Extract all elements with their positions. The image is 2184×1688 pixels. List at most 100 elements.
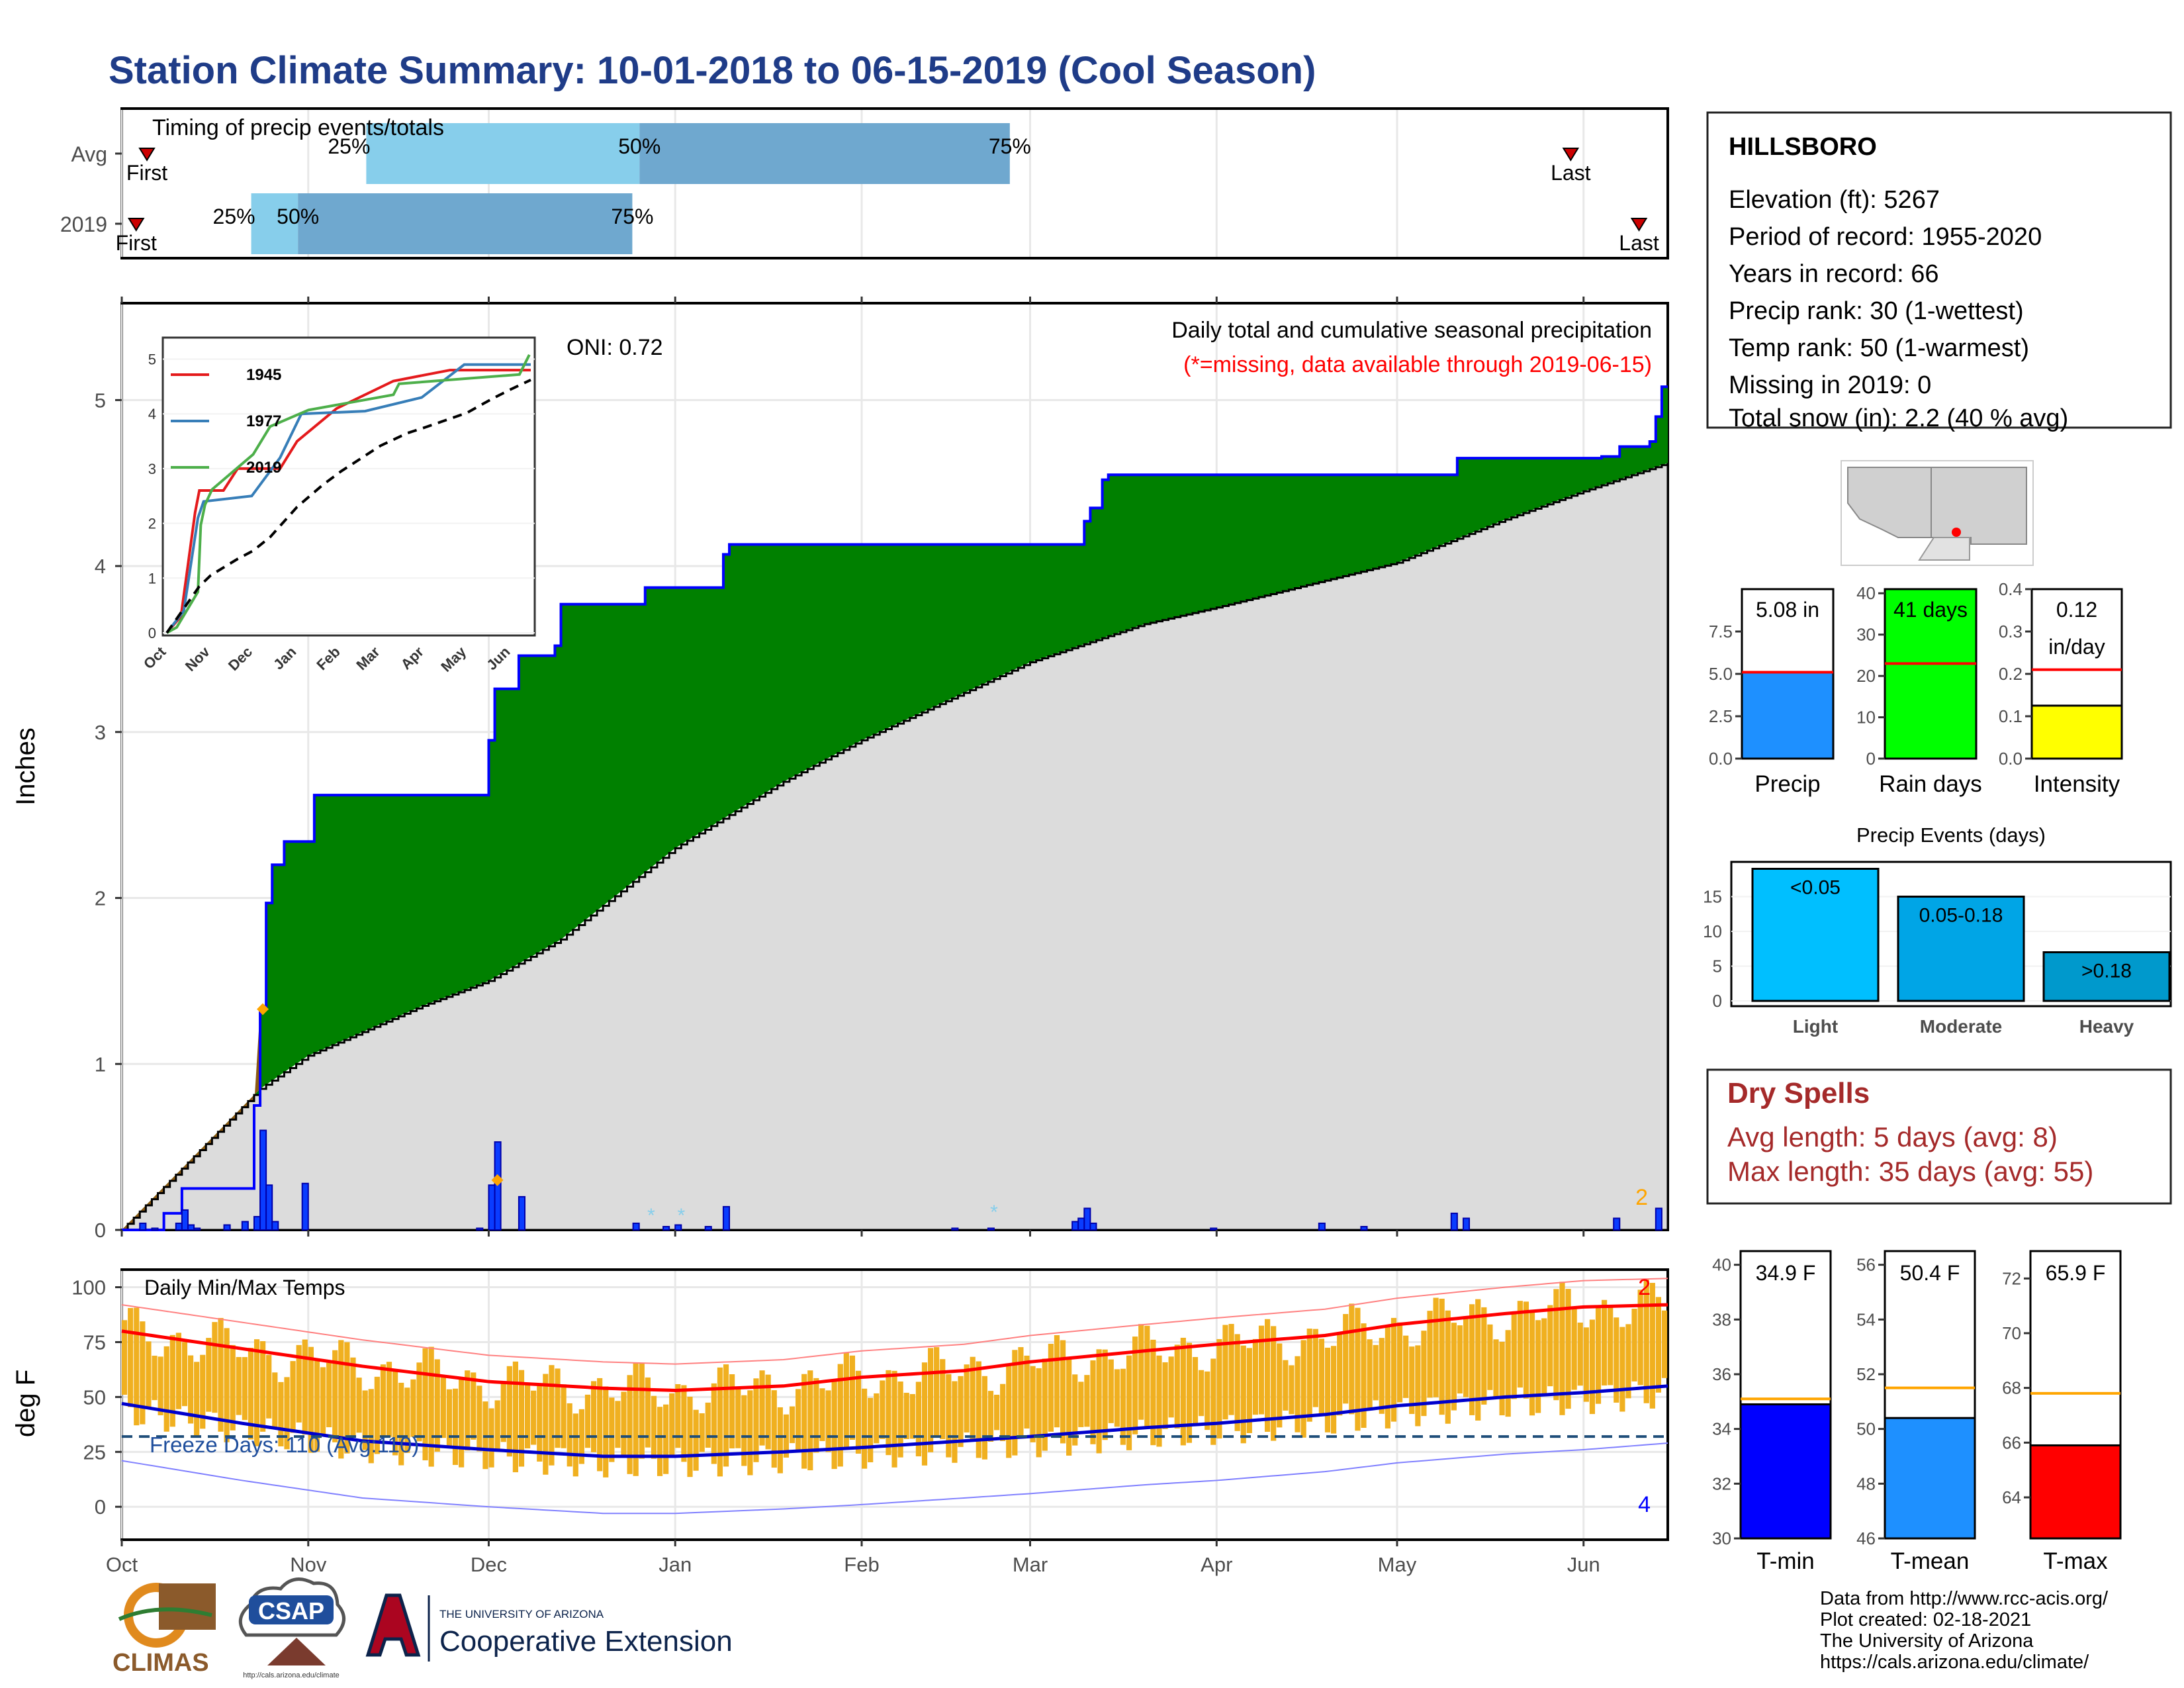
daily-temp-range-bar <box>194 1362 200 1438</box>
temp-panel: 0 25 50 75 100 Daily Min/Max Temps Freeze Da… <box>11 1268 1669 1546</box>
temperature-bar-charts: 30 32 34 36 38 40 34.9 F T-min 46 48 50 52 54 56 50.4 … <box>1712 1250 2122 1574</box>
csap-logo-text: CSAP <box>258 1597 324 1624</box>
daily-temp-range-bar <box>224 1328 230 1442</box>
events-bar-range: <0.05 <box>1790 877 1841 899</box>
tbar-value <box>2029 1444 2122 1540</box>
daily-precip-bar <box>951 1227 959 1231</box>
station-line-elevation: Elevation (ft): 5267 <box>1729 186 1940 214</box>
daily-temp-range-bar <box>428 1346 434 1467</box>
daily-temp-range-bar <box>362 1390 368 1450</box>
daily-temp-range-bar <box>735 1388 741 1448</box>
tbar-ytick-label: 40 <box>1712 1255 1731 1275</box>
daily-temp-range-bar <box>471 1372 477 1440</box>
daily-precip-bar <box>722 1205 731 1231</box>
tbar-ytick-label: 54 <box>1856 1309 1876 1329</box>
daily-temp-range-bar <box>831 1380 837 1470</box>
daily-temp-range-bar <box>187 1355 194 1424</box>
daily-temp-range-bar <box>1415 1345 1421 1427</box>
daily-temp-range-bar <box>350 1357 356 1436</box>
daily-precip-bar <box>1089 1222 1097 1231</box>
daily-temp-range-bar <box>1439 1298 1445 1415</box>
daily-temp-range-bar <box>1036 1368 1042 1458</box>
daily-temp-range-bar <box>970 1356 976 1440</box>
daily-temp-range-bar <box>567 1403 572 1467</box>
mini-ytick-label: 20 <box>1856 666 1876 686</box>
precip-events-chart: Precip Events (days) 0 5 10 15 <0.05 Light 0.0… <box>1703 823 2172 1037</box>
daily-temp-range-bar <box>404 1387 410 1453</box>
daily-precip-bar <box>1318 1222 1326 1231</box>
tbar-label: T-mean <box>1891 1548 1970 1574</box>
daily-temp-range-bar <box>1048 1344 1054 1432</box>
timing-bar-50-75 <box>639 123 1010 184</box>
daily-temp-range-bar <box>1174 1344 1180 1429</box>
daily-temp-range-bar <box>446 1389 453 1446</box>
daily-temp-range-bar <box>320 1367 326 1434</box>
daily-temp-range-bar <box>1283 1360 1289 1411</box>
daily-temp-range-bar <box>1367 1339 1373 1409</box>
daily-temp-range-bar <box>909 1393 915 1439</box>
daily-temp-range-bar <box>946 1374 952 1458</box>
mini-value-label: 41 days <box>1893 598 1968 622</box>
daily-temp-range-bar <box>1390 1317 1397 1422</box>
daily-temp-range-bar <box>801 1374 807 1469</box>
daily-temp-range-bar <box>584 1394 591 1448</box>
daily-precip-bar <box>476 1227 484 1231</box>
daily-temp-range-bar <box>416 1362 422 1442</box>
daily-temp-range-bar <box>1469 1304 1475 1415</box>
month-label: May <box>1378 1553 1417 1576</box>
daily-temp-range-bar <box>855 1370 862 1454</box>
inset-legend-label: 2019 <box>246 459 281 477</box>
daily-temp-range-bar <box>657 1407 663 1476</box>
daily-precip-bar <box>1450 1212 1458 1231</box>
daily-temp-range-bar <box>1511 1312 1517 1399</box>
temp-ytick-label: 75 <box>83 1331 106 1354</box>
daily-temp-range-bar <box>1228 1323 1234 1415</box>
freeze-days-label: Freeze Days: 110 (Avg:110) <box>150 1432 419 1457</box>
station-name: HILLSBORO <box>1729 133 1877 161</box>
station-location-dot <box>1952 528 1961 537</box>
daily-temp-range-bar <box>278 1382 284 1446</box>
temp-top-count: 2 <box>1638 1275 1651 1300</box>
daily-temp-range-bar <box>1481 1307 1487 1405</box>
daily-temp-range-bar <box>789 1406 796 1444</box>
daily-temp-range-bar <box>1234 1334 1240 1431</box>
daily-temp-range-bar <box>338 1340 344 1459</box>
daily-temp-range-bar <box>1517 1301 1523 1388</box>
daily-temp-range-bar <box>807 1370 813 1471</box>
events-bar-label: Light <box>1793 1016 1838 1037</box>
tbar-ytick-label: 72 <box>2002 1268 2021 1288</box>
timing-marker-label: First <box>116 231 157 255</box>
daily-temp-range-bar <box>128 1307 134 1407</box>
daily-temp-range-bar <box>524 1383 531 1449</box>
daily-temp-range-bar <box>891 1370 897 1468</box>
page-title: Station Climate Summary: 10-01-2018 to 0… <box>109 49 1316 92</box>
snow-marker: * <box>677 1205 685 1227</box>
daily-temp-range-bar <box>717 1367 723 1477</box>
mini-value-label: in/day <box>2048 635 2105 659</box>
daily-temp-range-bar <box>1608 1305 1614 1385</box>
daily-temp-range-bar <box>771 1390 777 1468</box>
temp-ytick-label: 50 <box>83 1385 106 1409</box>
timing-caption: Timing of precip events/totals <box>152 115 444 140</box>
precip-caption: Daily total and cumulative seasonal prec… <box>1171 318 1652 343</box>
daily-precip-bar <box>151 1227 159 1231</box>
daily-temp-range-bar <box>1042 1358 1048 1451</box>
events-bar-label: Moderate <box>1920 1016 2002 1037</box>
record-marker <box>491 1174 504 1186</box>
daily-temp-range-bar <box>1523 1301 1529 1399</box>
daily-temp-range-bar <box>1300 1340 1306 1438</box>
dry-spells-max: Max length: 35 days (avg: 55) <box>1727 1156 2093 1187</box>
daily-temp-range-bar <box>212 1322 218 1413</box>
daily-temp-range-bar <box>843 1352 849 1448</box>
temp-ytick-label: 100 <box>71 1276 106 1299</box>
precip-ytick-label: 2 <box>95 887 106 910</box>
daily-temp-range-bar <box>651 1395 657 1459</box>
record-max-line <box>121 1278 1668 1365</box>
tbar-label: T-min <box>1756 1548 1815 1574</box>
daily-precip-bar <box>301 1182 309 1231</box>
daily-temp-range-bar <box>1595 1307 1602 1404</box>
inset-average-line <box>165 379 531 634</box>
daily-temp-range-bar <box>603 1386 609 1477</box>
daily-temp-range-bar <box>1565 1289 1571 1409</box>
